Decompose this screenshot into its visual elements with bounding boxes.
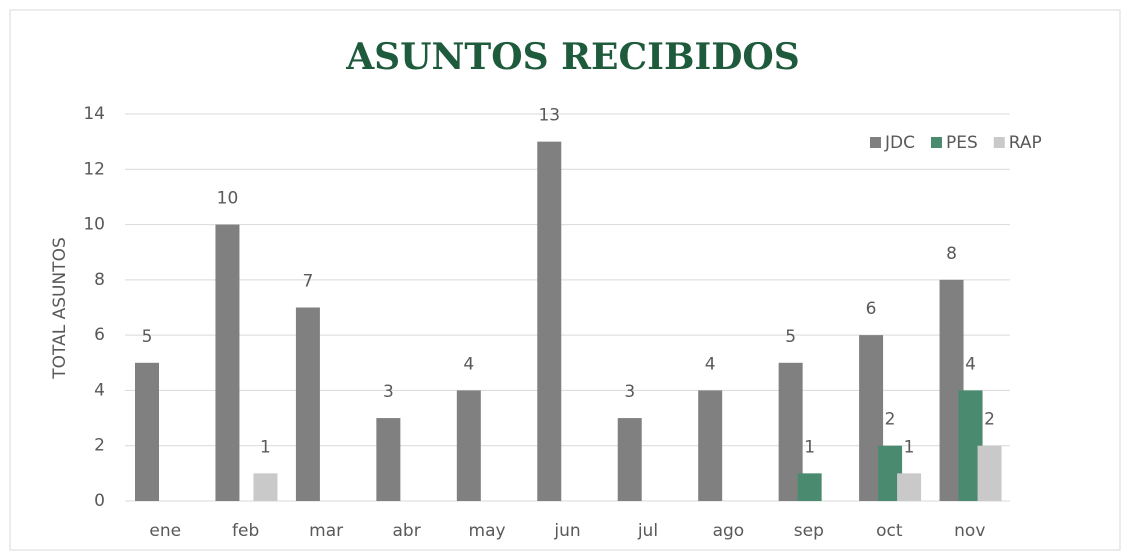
data-label: 7: [302, 272, 313, 292]
x-tick-label: ene: [149, 521, 181, 541]
x-tick-label: nov: [954, 521, 985, 541]
y-axis-label: TOTAL ASUNTOS: [50, 237, 70, 379]
data-label: 3: [383, 382, 394, 402]
x-tick-label: oct: [876, 521, 903, 541]
bar: [376, 418, 401, 501]
y-tick-label: 8: [94, 270, 105, 290]
bar: [977, 445, 1002, 501]
x-tick-label: jul: [637, 521, 658, 541]
bar: [537, 141, 562, 501]
data-label: 4: [463, 354, 474, 374]
data-label: 6: [866, 299, 877, 319]
x-tick-label: mar: [309, 521, 343, 541]
data-label: 4: [705, 354, 716, 374]
bar: [135, 362, 159, 501]
x-tick-label: ago: [713, 521, 745, 541]
x-tick-label: jun: [553, 521, 580, 541]
data-label: 5: [142, 327, 153, 347]
y-tick-label: 2: [94, 436, 105, 456]
data-label: 10: [217, 189, 239, 209]
x-tick-label: sep: [794, 521, 824, 541]
y-tick-label: 4: [94, 380, 105, 400]
bar: [215, 224, 240, 502]
y-tick-label: 6: [94, 325, 105, 345]
bar: [797, 473, 822, 501]
bar: [897, 473, 922, 501]
legend-swatch: [870, 137, 881, 148]
y-tick-label: 14: [83, 104, 105, 124]
bar: [617, 418, 642, 501]
x-tick-label: may: [469, 521, 506, 541]
bar: [253, 473, 278, 501]
data-label: 1: [804, 437, 815, 457]
data-label: 3: [624, 382, 635, 402]
bar: [456, 390, 481, 501]
x-tick-label: abr: [392, 521, 420, 541]
legend-label: JDC: [884, 133, 915, 153]
chart-title: ASUNTOS RECIBIDOS: [345, 36, 800, 78]
data-label: 2: [984, 410, 995, 430]
legend-label: PES: [946, 133, 978, 153]
y-tick-label: 0: [94, 491, 105, 511]
bar: [698, 390, 723, 501]
legend-swatch: [930, 137, 942, 148]
data-label: 4: [965, 354, 976, 374]
y-tick-label: 10: [83, 215, 105, 235]
data-label: 13: [538, 106, 560, 126]
x-tick-label: feb: [232, 521, 259, 541]
data-label: 1: [904, 437, 915, 457]
legend-swatch: [993, 137, 1005, 148]
data-label: 5: [785, 327, 796, 347]
data-label: 2: [885, 410, 896, 430]
data-label: 1: [260, 437, 271, 457]
y-tick-label: 12: [83, 159, 105, 179]
legend-label: RAP: [1009, 133, 1042, 153]
bar: [295, 307, 320, 501]
data-label: 8: [946, 244, 957, 264]
